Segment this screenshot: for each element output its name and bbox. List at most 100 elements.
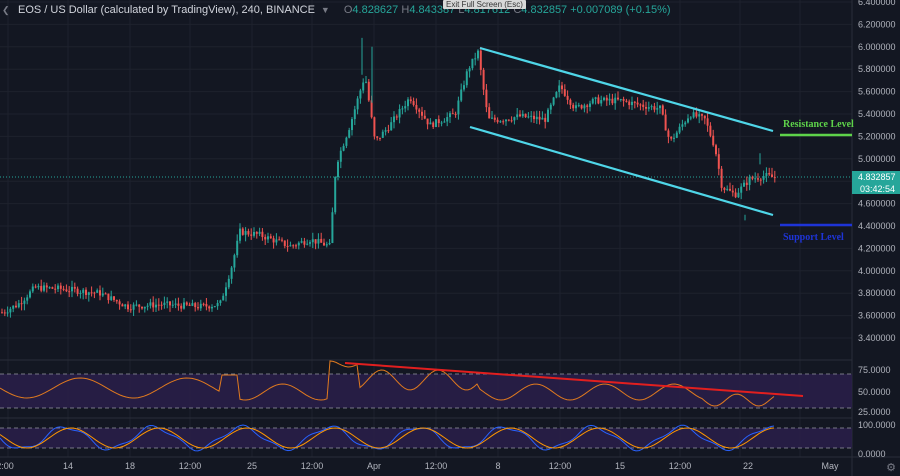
candle-body bbox=[320, 238, 323, 243]
candle-body bbox=[684, 122, 687, 125]
candle-body bbox=[127, 304, 129, 310]
candle-body bbox=[183, 302, 185, 309]
candle-body bbox=[622, 99, 625, 101]
candle-body bbox=[393, 116, 395, 123]
candle-body bbox=[575, 105, 577, 109]
channel-lower-line[interactable] bbox=[469, 125, 774, 217]
candle-body bbox=[29, 291, 31, 298]
rsi-trend-line[interactable] bbox=[344, 362, 804, 397]
candle-body bbox=[160, 304, 163, 306]
candle-body bbox=[547, 109, 549, 122]
candle-body bbox=[107, 293, 110, 301]
candle-body bbox=[230, 267, 233, 279]
candle-body bbox=[135, 304, 138, 306]
candle-body bbox=[314, 239, 317, 244]
candle-body bbox=[670, 136, 673, 139]
candle-body bbox=[499, 121, 502, 123]
candle-body bbox=[435, 119, 437, 128]
candle-body bbox=[757, 178, 759, 180]
time-axis-label: May bbox=[821, 461, 839, 471]
candle-body bbox=[34, 286, 37, 288]
symbol-title[interactable]: EOS / US Dollar (calculated by TradingVi… bbox=[18, 4, 315, 16]
time-axis-label: 12:00 bbox=[425, 461, 448, 471]
ohlc-c-label: C bbox=[513, 4, 522, 16]
price-axis-label: 3.600000 bbox=[858, 311, 896, 321]
candle-body bbox=[325, 244, 328, 246]
candle-body bbox=[177, 303, 180, 306]
time-axis-label: 12:00 bbox=[549, 461, 572, 471]
candle-body bbox=[328, 243, 331, 245]
candle-body bbox=[485, 89, 488, 108]
candle-body bbox=[132, 304, 135, 310]
candle-body bbox=[681, 124, 684, 127]
candle-body bbox=[15, 305, 17, 308]
candle-body bbox=[549, 104, 552, 110]
candle-body bbox=[454, 113, 457, 115]
candle-body bbox=[255, 232, 258, 234]
price-axis-label: 3.400000 bbox=[858, 333, 896, 343]
candle-body bbox=[589, 103, 591, 107]
candle-body bbox=[227, 278, 230, 288]
candle-body bbox=[751, 177, 754, 179]
candle-body bbox=[376, 136, 379, 138]
candle-body bbox=[717, 154, 720, 169]
candle-body bbox=[281, 239, 283, 241]
candle-body bbox=[359, 90, 362, 99]
candle-body bbox=[365, 81, 367, 83]
candle-body bbox=[614, 97, 617, 104]
candle-body bbox=[407, 99, 409, 107]
candle-body bbox=[247, 231, 250, 235]
candle-body bbox=[479, 50, 482, 70]
candle-body bbox=[96, 290, 99, 293]
chevron-down-icon[interactable]: ▼ bbox=[320, 5, 330, 15]
candle-body bbox=[633, 101, 636, 103]
candle-body bbox=[331, 212, 334, 244]
candle-body bbox=[471, 58, 474, 69]
current-price-value: 4.832857 bbox=[858, 172, 896, 182]
candle-body bbox=[197, 307, 199, 309]
time-axis-label: 18 bbox=[125, 461, 135, 471]
candle-body bbox=[166, 301, 169, 303]
price-axis-label: 4.600000 bbox=[858, 199, 896, 209]
candle-body bbox=[309, 242, 311, 244]
candle-body bbox=[143, 306, 146, 309]
candle-body bbox=[619, 99, 622, 101]
channel-upper-line[interactable] bbox=[479, 46, 774, 133]
candle-body bbox=[577, 105, 580, 107]
candle-body bbox=[26, 297, 29, 301]
candle-body bbox=[297, 242, 300, 246]
candle-body bbox=[283, 240, 286, 246]
gear-icon[interactable]: ⚙ bbox=[886, 462, 896, 474]
candle-body bbox=[43, 285, 45, 291]
candle-body bbox=[353, 109, 356, 120]
candle-body bbox=[597, 97, 600, 104]
candle-body bbox=[205, 304, 208, 307]
candle-body bbox=[505, 119, 507, 122]
candle-body bbox=[250, 234, 253, 236]
price-axis-label: 5.400000 bbox=[858, 109, 896, 119]
candle-body bbox=[48, 287, 51, 289]
candle-body bbox=[678, 126, 681, 133]
candle-body bbox=[507, 119, 510, 121]
candle-body bbox=[65, 289, 68, 292]
candle-body bbox=[502, 121, 505, 123]
candle-body bbox=[9, 308, 12, 313]
candle-body bbox=[580, 105, 583, 109]
candle-body bbox=[745, 182, 748, 185]
candle-body bbox=[51, 287, 54, 289]
candle-body bbox=[625, 100, 628, 102]
resistance-level-label: Resistance Level bbox=[783, 119, 854, 130]
candle-body bbox=[213, 306, 216, 308]
candle-body bbox=[715, 145, 717, 155]
chevron-left-icon[interactable]: ❮ bbox=[2, 4, 10, 15]
candle-body bbox=[59, 285, 62, 289]
candle-body bbox=[759, 179, 762, 181]
stoch-band bbox=[0, 428, 852, 448]
candle-body bbox=[199, 303, 202, 309]
candle-body bbox=[129, 309, 132, 311]
candle-body bbox=[631, 101, 633, 106]
candle-body bbox=[561, 85, 563, 90]
candle-body bbox=[527, 116, 530, 118]
time-axis[interactable]: 2:00 14 18 12:00 25 12:00 Apr 12:00 8 12:00 15 12:0… bbox=[0, 461, 839, 471]
